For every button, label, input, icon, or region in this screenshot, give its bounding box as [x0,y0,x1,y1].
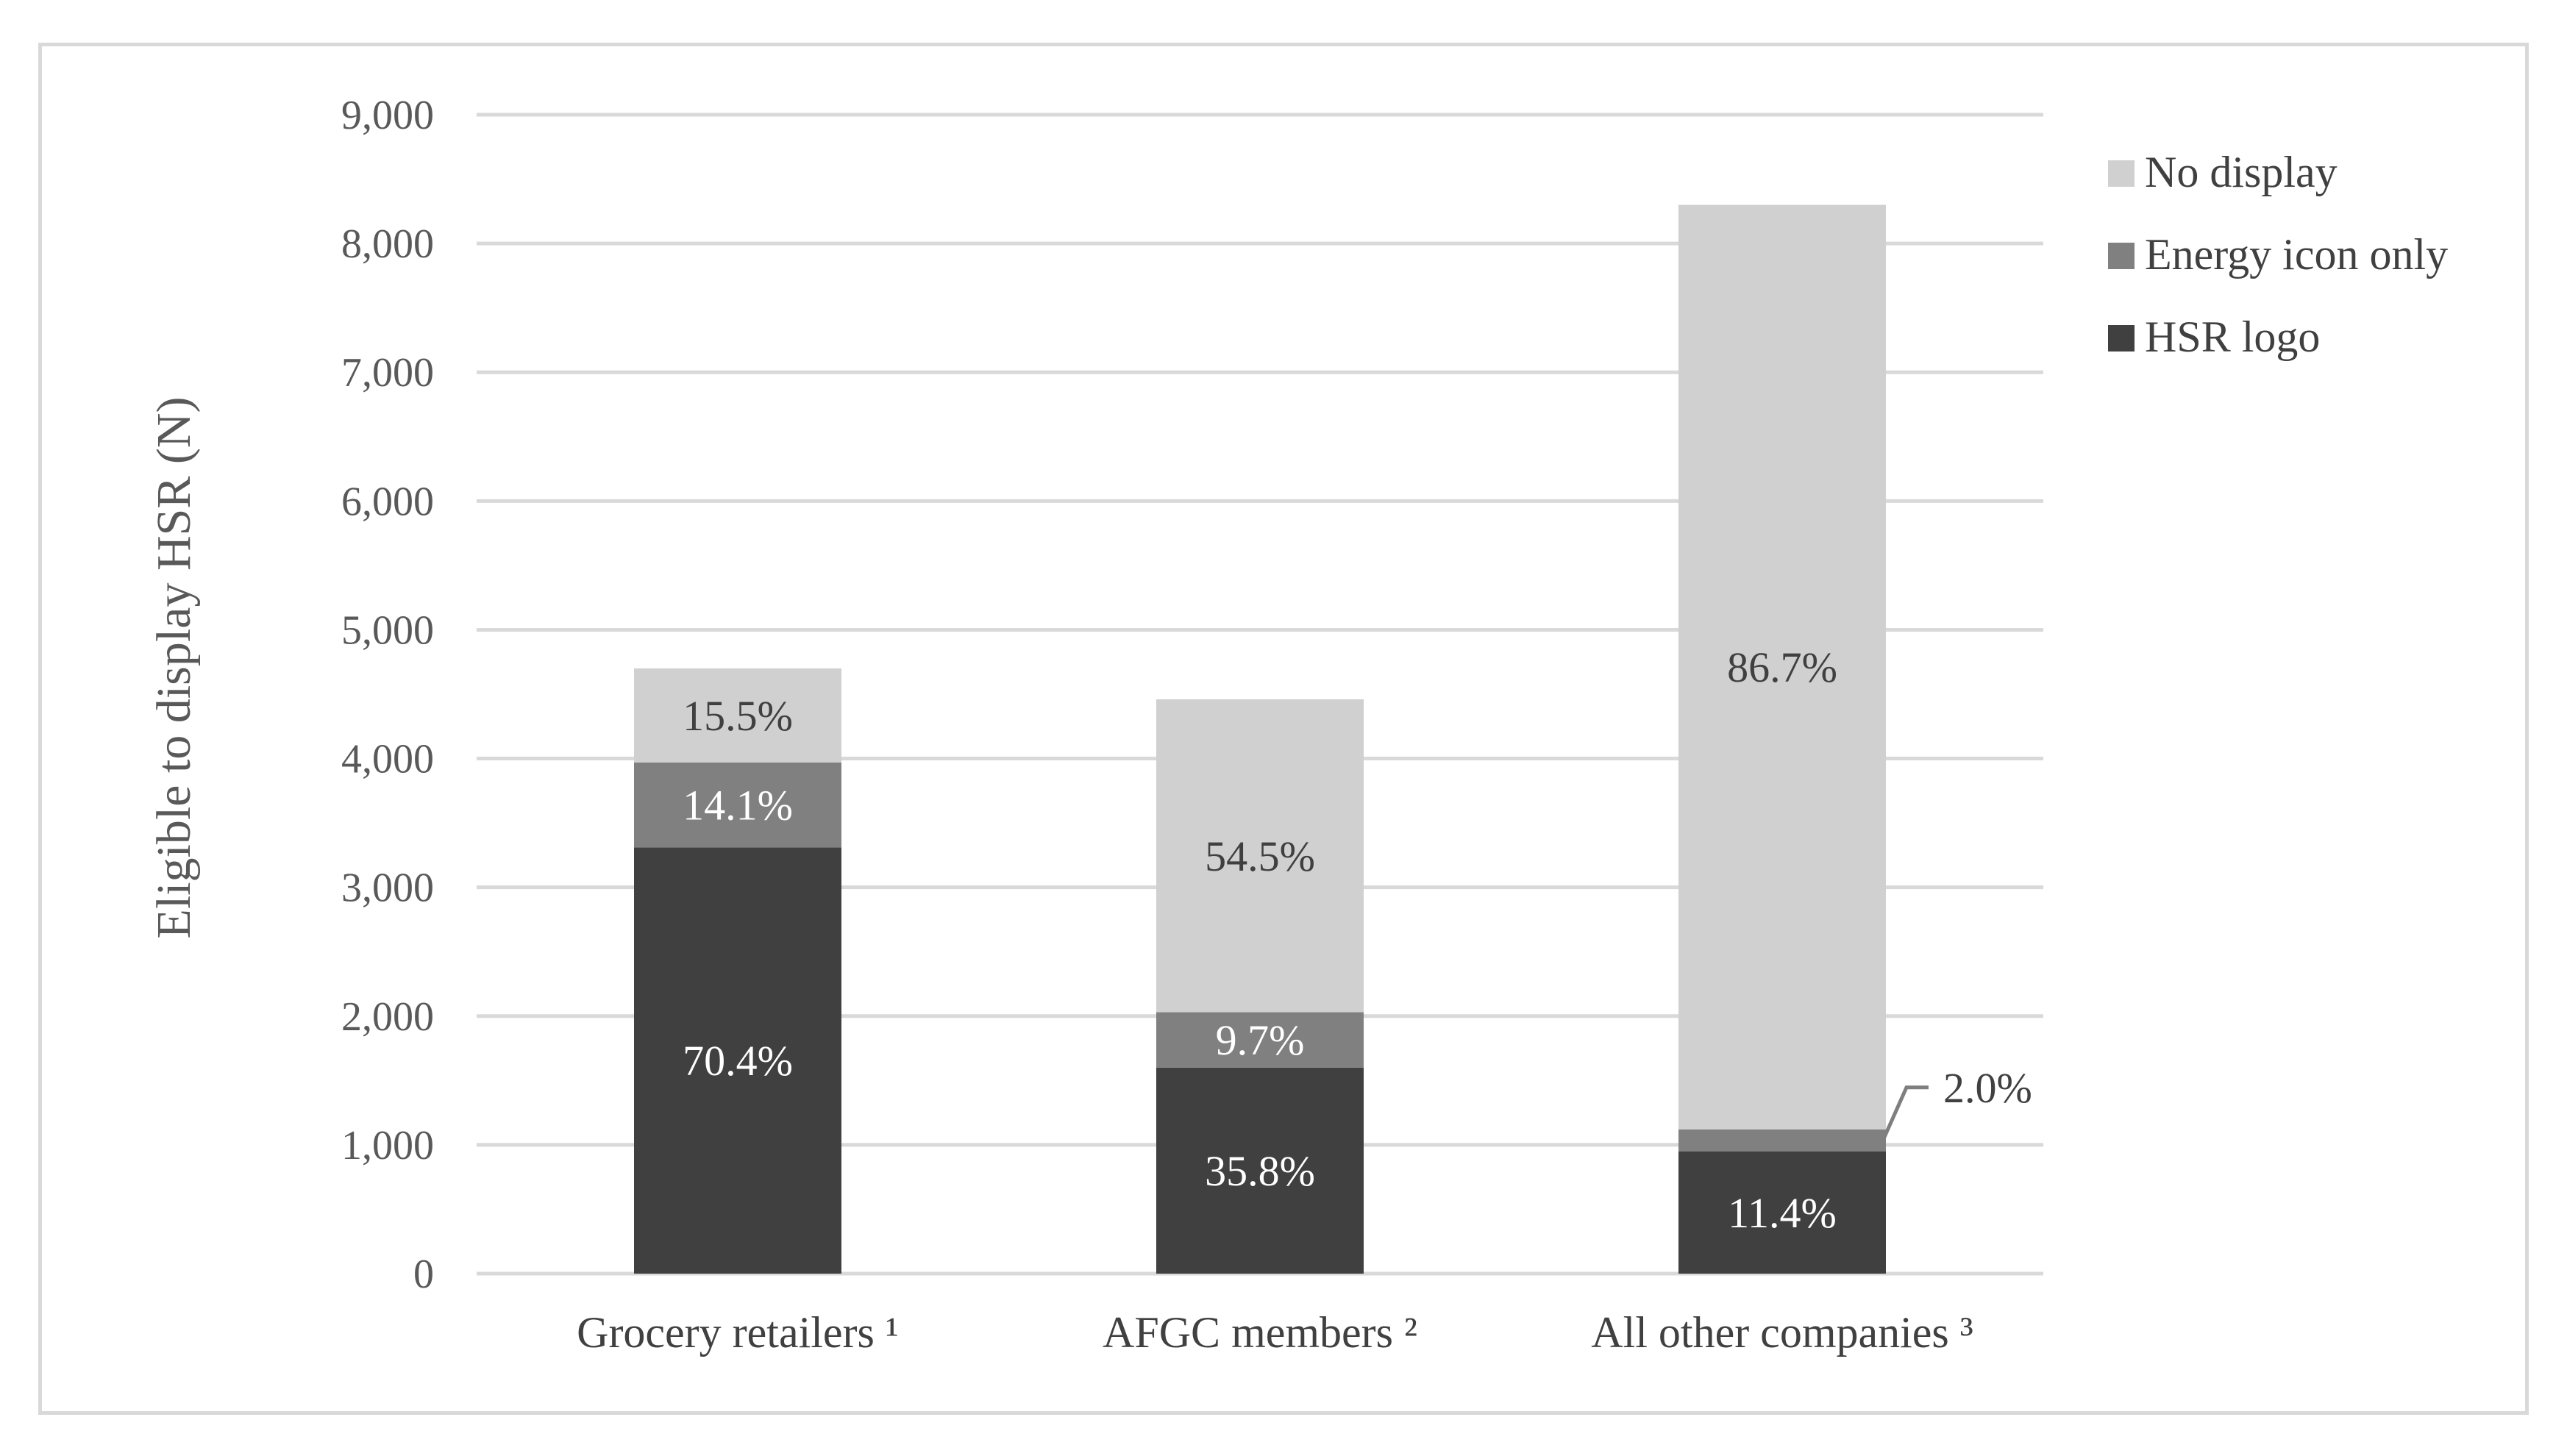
bar-segment [1156,1067,1364,1274]
data-label: 15.5% [683,692,793,740]
y-tick-label: 3,000 [341,866,434,911]
data-label: 35.8% [1205,1147,1315,1195]
data-label-callout: 2.0% [1943,1064,2032,1112]
legend-label: HSR logo [2145,313,2320,361]
category-labels: Grocery retailers ¹ AFGC members ² All oth… [577,1308,1973,1357]
bar-segment [1678,204,1886,1130]
y-tick-label: 2,000 [341,994,434,1040]
y-tick-label: 5,000 [341,607,434,653]
callout-leader-line [1881,1085,1929,1141]
bar-segment [634,762,841,848]
legend: No display Energy icon only HSR logo [2108,148,2448,361]
legend-swatch [2108,325,2135,351]
y-tick-label: 4,000 [341,737,434,782]
y-tick-label: 7,000 [341,350,434,396]
y-tick-label: 8,000 [341,221,434,267]
bar-segment [634,668,841,763]
y-tick-label: 1,000 [341,1123,434,1168]
x-category-label: Grocery retailers ¹ [577,1308,899,1357]
data-label: 9.7% [1216,1016,1305,1064]
bar-segment [634,847,841,1274]
x-category-label: All other companies ³ [1591,1308,1973,1357]
y-tick-label: 6,000 [341,479,434,524]
legend-swatch [2108,243,2135,269]
bars [634,204,1886,1274]
bar-segment [1156,699,1364,1013]
legend-swatch [2108,160,2135,187]
bar-segment [1156,1012,1364,1068]
bar-segment [1678,1151,1886,1274]
data-label: 11.4% [1728,1189,1837,1237]
legend-label: Energy icon only [2145,230,2448,279]
bar-segment [1678,1129,1886,1152]
data-label: 54.5% [1205,832,1315,880]
data-label: 14.1% [683,782,793,829]
y-tick-label: 9,000 [341,93,434,138]
y-tick-label: 0 [413,1252,434,1297]
data-label: 86.7% [1727,643,1837,691]
segment-labels: 70.4% 14.1% 15.5% 35.8% 9.7% 54.5% 11.4% 2.0% 86… [683,643,2032,1237]
y-tick-labels: 0 1,000 2,000 3,000 4,000 5,000 6,000 7,000 8,00… [341,93,434,1297]
x-category-label: AFGC members ² [1103,1308,1417,1357]
y-axis-label: Eligible to display HSR (N) [147,397,201,939]
legend-label: No display [2145,148,2338,196]
data-label: 70.4% [683,1037,793,1085]
